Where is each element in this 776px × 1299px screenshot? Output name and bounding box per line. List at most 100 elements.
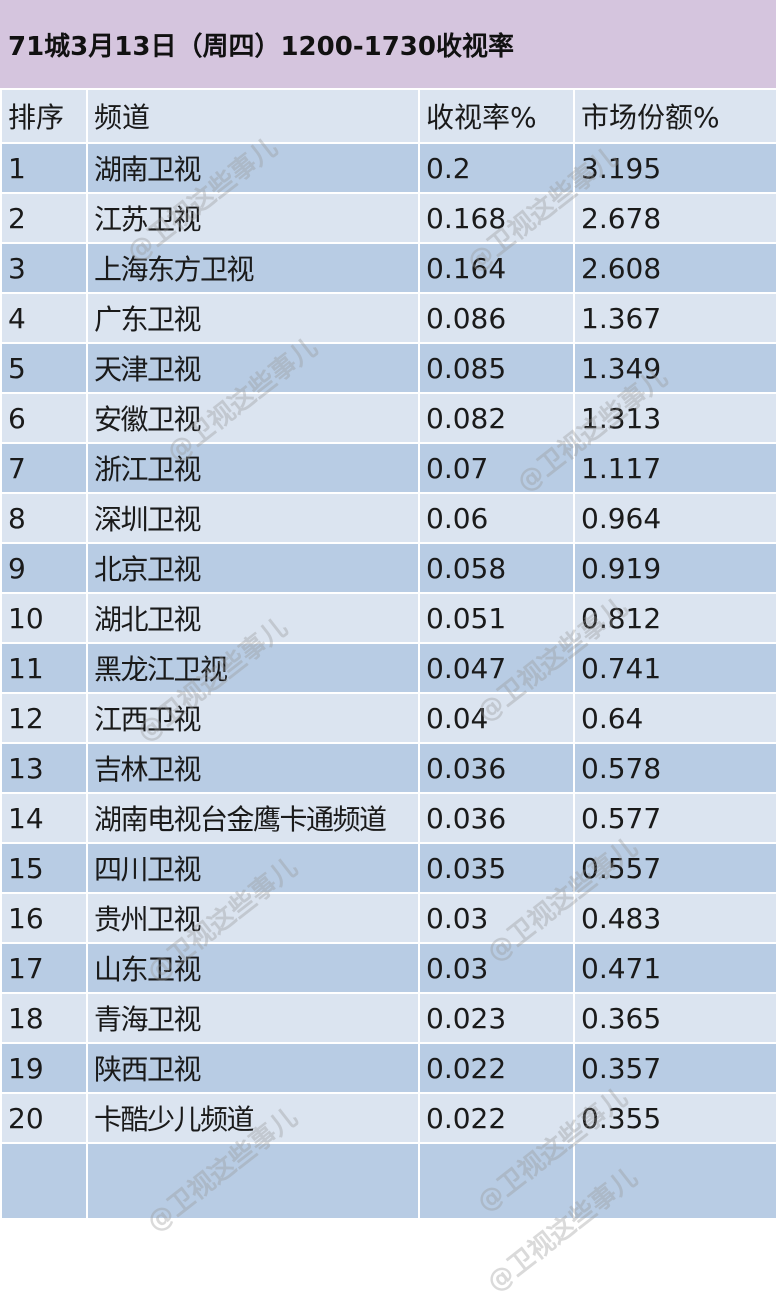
share-cell: 0.357 (573, 1042, 776, 1094)
rank-cell: 10 (0, 592, 88, 644)
rank-cell: 17 (0, 942, 88, 994)
rating-cell: 0.06 (418, 492, 575, 544)
empty-cell (0, 1142, 88, 1220)
channel-cell: 卡酷少儿频道 (86, 1092, 420, 1144)
channel-cell: 四川卫视 (86, 842, 420, 894)
rating-cell: 0.085 (418, 342, 575, 394)
share-cell: 0.812 (573, 592, 776, 644)
share-cell: 2.678 (573, 192, 776, 244)
channel-cell: 江西卫视 (86, 692, 420, 744)
share-cell: 0.471 (573, 942, 776, 994)
rank-cell: 1 (0, 142, 88, 194)
share-cell: 0.741 (573, 642, 776, 694)
header-rating: 收视率% (418, 88, 575, 144)
rank-cell: 8 (0, 492, 88, 544)
rank-cell: 3 (0, 242, 88, 294)
rank-cell: 18 (0, 992, 88, 1044)
share-cell: 0.483 (573, 892, 776, 944)
table-row: 10 湖北卫视 0.051 0.812 (0, 592, 776, 644)
page-title: 71城3月13日（周四）1200-1730收视率 (8, 31, 514, 62)
table-row: 16 贵州卫视 0.03 0.483 (0, 892, 776, 944)
channel-cell: 黑龙江卫视 (86, 642, 420, 694)
rating-cell: 0.2 (418, 142, 575, 194)
header-share: 市场份额% (573, 88, 776, 144)
rating-cell: 0.035 (418, 842, 575, 894)
rank-cell: 4 (0, 292, 88, 344)
rank-cell: 11 (0, 642, 88, 694)
channel-cell: 陕西卫视 (86, 1042, 420, 1094)
title-bar: 71城3月13日（周四）1200-1730收视率 (0, 0, 776, 88)
header-rank: 排序 (0, 88, 88, 144)
channel-cell: 湖北卫视 (86, 592, 420, 644)
table-row: 19 陕西卫视 0.022 0.357 (0, 1042, 776, 1094)
rating-cell: 0.04 (418, 692, 575, 744)
channel-cell: 浙江卫视 (86, 442, 420, 494)
empty-cell (418, 1142, 575, 1220)
channel-cell: 广东卫视 (86, 292, 420, 344)
ratings-table: 排序 频道 收视率% 市场份额% 1 湖南卫视 0.2 3.195 2 江苏卫视 0.168… (0, 88, 776, 1220)
channel-cell: 深圳卫视 (86, 492, 420, 544)
table-row: 2 江苏卫视 0.168 2.678 (0, 192, 776, 244)
table-row: 15 四川卫视 0.035 0.557 (0, 842, 776, 894)
rating-cell: 0.03 (418, 942, 575, 994)
table-row: 9 北京卫视 0.058 0.919 (0, 542, 776, 594)
rank-cell: 5 (0, 342, 88, 394)
empty-row (0, 1142, 776, 1220)
rank-cell: 12 (0, 692, 88, 744)
table-row: 5 天津卫视 0.085 1.349 (0, 342, 776, 394)
share-cell: 0.919 (573, 542, 776, 594)
share-cell: 0.578 (573, 742, 776, 794)
table-row: 20 卡酷少儿频道 0.022 0.355 (0, 1092, 776, 1144)
table-row: 4 广东卫视 0.086 1.367 (0, 292, 776, 344)
rank-cell: 15 (0, 842, 88, 894)
channel-cell: 湖南电视台金鹰卡通频道 (86, 792, 420, 844)
rank-cell: 7 (0, 442, 88, 494)
empty-cell (573, 1142, 776, 1220)
rating-cell: 0.022 (418, 1042, 575, 1094)
rating-cell: 0.164 (418, 242, 575, 294)
rating-cell: 0.051 (418, 592, 575, 644)
rank-cell: 20 (0, 1092, 88, 1144)
rating-cell: 0.036 (418, 792, 575, 844)
rank-cell: 14 (0, 792, 88, 844)
share-cell: 0.964 (573, 492, 776, 544)
share-cell: 0.557 (573, 842, 776, 894)
table-row: 18 青海卫视 0.023 0.365 (0, 992, 776, 1044)
channel-cell: 湖南卫视 (86, 142, 420, 194)
table-row: 13 吉林卫视 0.036 0.578 (0, 742, 776, 794)
table-row: 17 山东卫视 0.03 0.471 (0, 942, 776, 994)
rating-cell: 0.086 (418, 292, 575, 344)
table-row: 1 湖南卫视 0.2 3.195 (0, 142, 776, 194)
share-cell: 3.195 (573, 142, 776, 194)
rank-cell: 6 (0, 392, 88, 444)
share-cell: 1.313 (573, 392, 776, 444)
share-cell: 0.365 (573, 992, 776, 1044)
share-cell: 0.355 (573, 1092, 776, 1144)
header-channel: 频道 (86, 88, 420, 144)
empty-cell (86, 1142, 420, 1220)
rank-cell: 19 (0, 1042, 88, 1094)
channel-cell: 青海卫视 (86, 992, 420, 1044)
share-cell: 0.64 (573, 692, 776, 744)
rank-cell: 9 (0, 542, 88, 594)
table-row: 14 湖南电视台金鹰卡通频道 0.036 0.577 (0, 792, 776, 844)
channel-cell: 江苏卫视 (86, 192, 420, 244)
rating-cell: 0.047 (418, 642, 575, 694)
rating-cell: 0.022 (418, 1092, 575, 1144)
rating-cell: 0.03 (418, 892, 575, 944)
rank-cell: 13 (0, 742, 88, 794)
rating-cell: 0.07 (418, 442, 575, 494)
channel-cell: 北京卫视 (86, 542, 420, 594)
table-row: 7 浙江卫视 0.07 1.117 (0, 442, 776, 494)
table-row: 6 安徽卫视 0.082 1.313 (0, 392, 776, 444)
table-row: 12 江西卫视 0.04 0.64 (0, 692, 776, 744)
channel-cell: 贵州卫视 (86, 892, 420, 944)
share-cell: 1.349 (573, 342, 776, 394)
rating-cell: 0.023 (418, 992, 575, 1044)
share-cell: 2.608 (573, 242, 776, 294)
rank-cell: 2 (0, 192, 88, 244)
table-row: 11 黑龙江卫视 0.047 0.741 (0, 642, 776, 694)
table-row: 3 上海东方卫视 0.164 2.608 (0, 242, 776, 294)
rating-cell: 0.058 (418, 542, 575, 594)
channel-cell: 山东卫视 (86, 942, 420, 994)
